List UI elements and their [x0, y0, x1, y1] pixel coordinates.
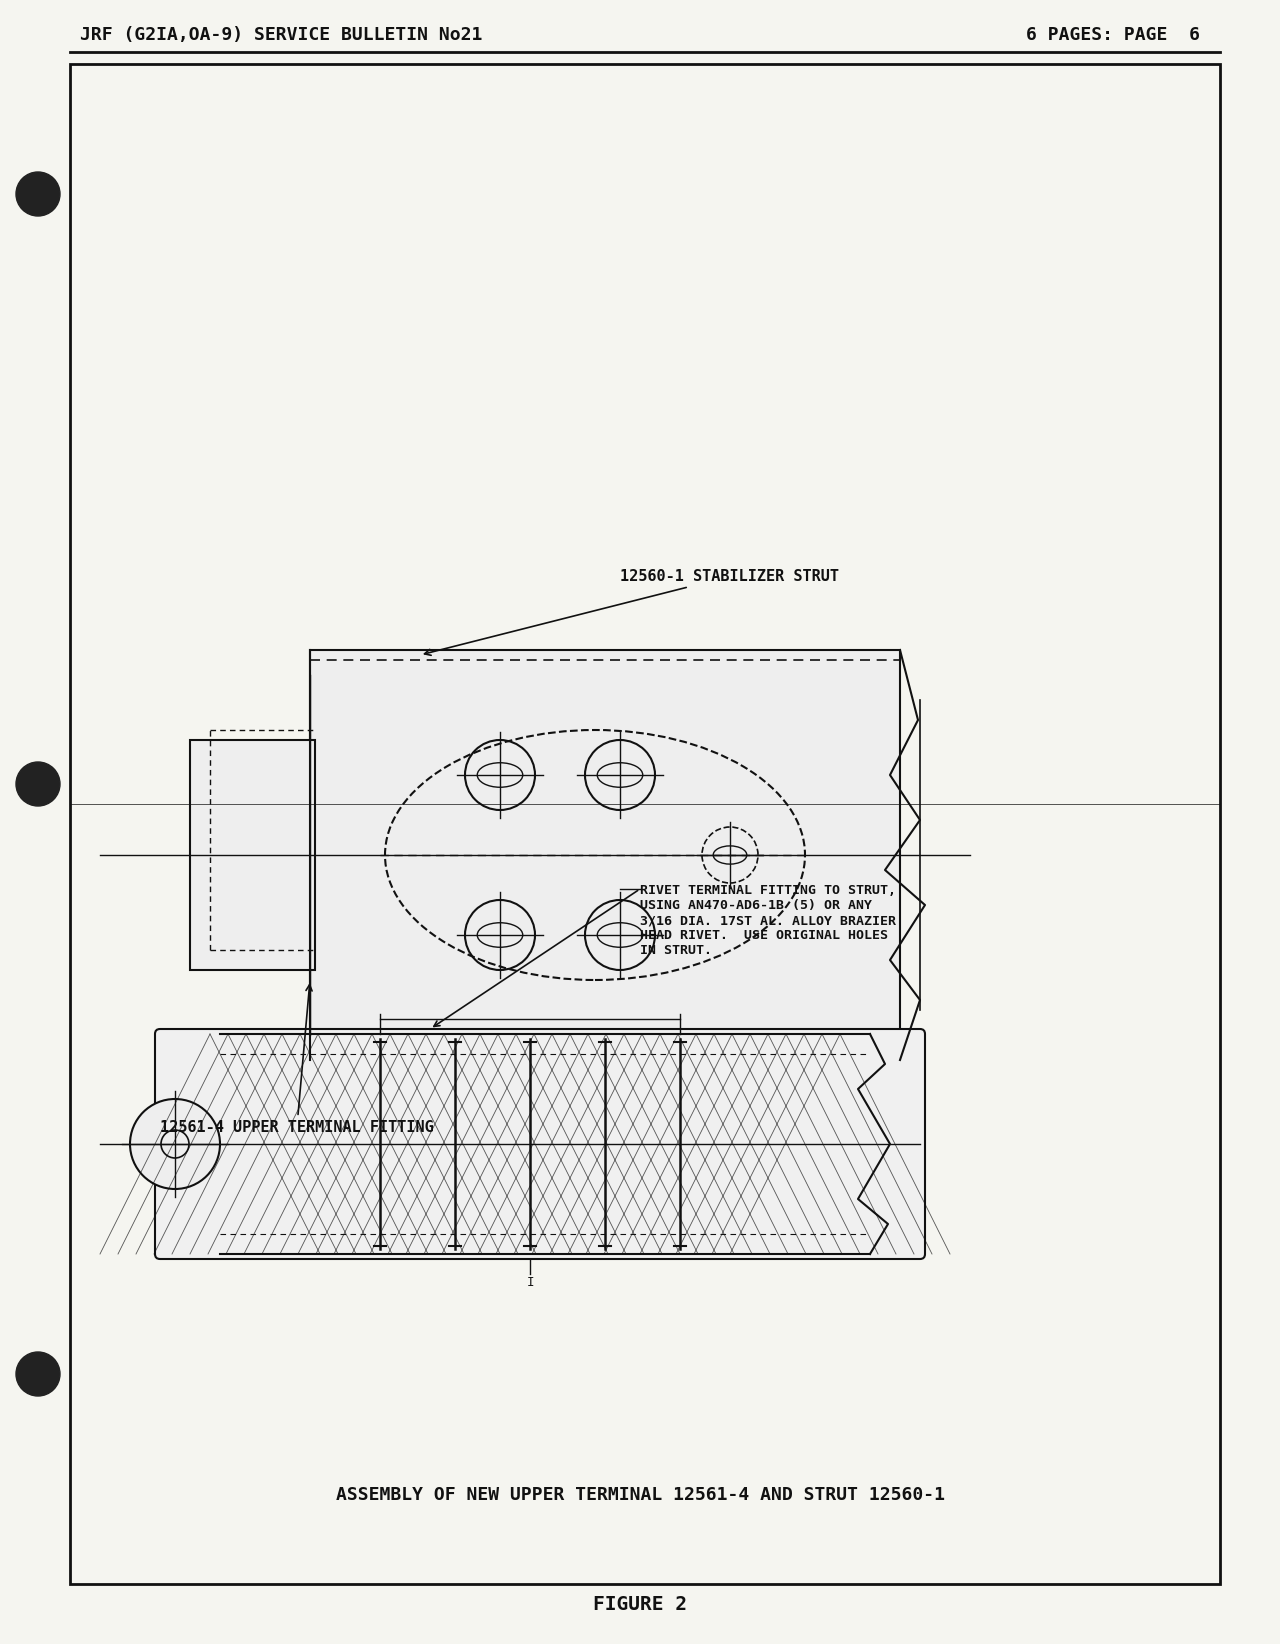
Text: 12560-1 STABILIZER STRUT: 12560-1 STABILIZER STRUT [425, 569, 838, 656]
Circle shape [15, 763, 60, 806]
Bar [310, 649, 900, 1060]
Text: 6 PAGES: PAGE  6: 6 PAGES: PAGE 6 [1027, 26, 1201, 44]
Circle shape [131, 1098, 220, 1189]
Bar [189, 740, 315, 970]
Text: I: I [526, 1276, 534, 1289]
Text: JRF (G2IA,OA-9) SERVICE BULLETIN No21: JRF (G2IA,OA-9) SERVICE BULLETIN No21 [79, 26, 483, 44]
Bar [70, 64, 1220, 1585]
Text: 12561-4 UPPER TERMINAL FITTING: 12561-4 UPPER TERMINAL FITTING [160, 985, 434, 1134]
Circle shape [15, 173, 60, 215]
Circle shape [15, 1351, 60, 1396]
FancyBboxPatch shape [155, 1029, 925, 1259]
Text: FIGURE 2: FIGURE 2 [593, 1595, 687, 1614]
Text: ASSEMBLY OF NEW UPPER TERMINAL 12561-4 AND STRUT 12560-1: ASSEMBLY OF NEW UPPER TERMINAL 12561-4 A… [335, 1486, 945, 1504]
Text: RIVET TERMINAL FITTING TO STRUT,
USING AN470-AD6-1B (5) OR ANY
3/16 DIA. 17ST AL: RIVET TERMINAL FITTING TO STRUT, USING A… [640, 884, 896, 957]
